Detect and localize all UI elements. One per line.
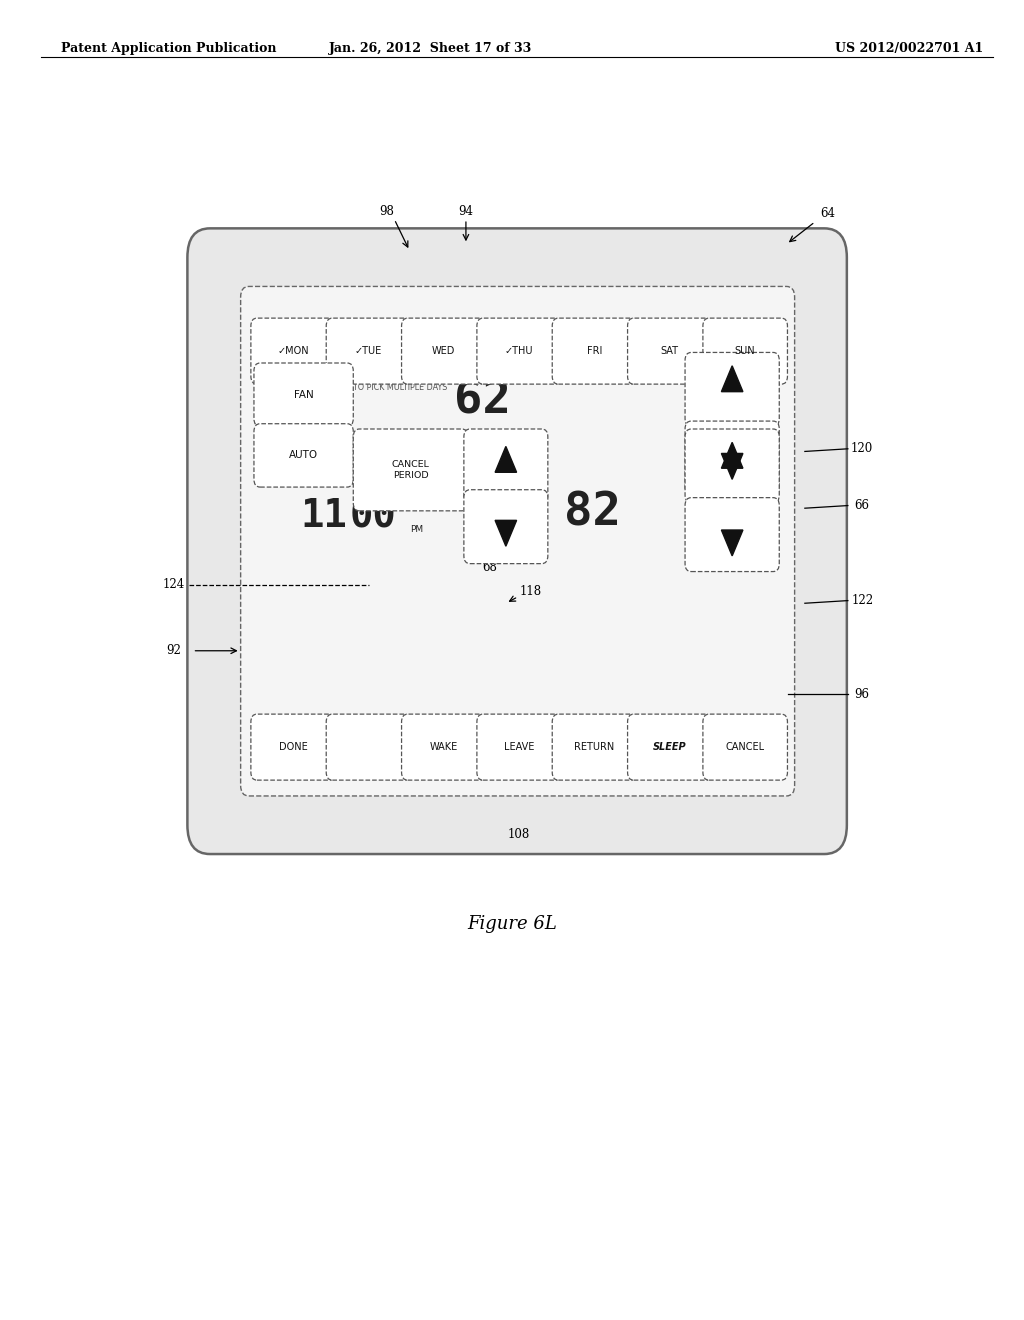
Text: 64: 64 <box>820 207 835 220</box>
Text: CANCEL: CANCEL <box>726 742 765 752</box>
Text: 82: 82 <box>564 491 622 536</box>
Text: FRI: FRI <box>587 346 602 356</box>
FancyBboxPatch shape <box>464 429 548 503</box>
FancyBboxPatch shape <box>187 228 847 854</box>
Text: DONE: DONE <box>279 742 307 752</box>
Text: 62: 62 <box>454 379 511 424</box>
Text: ✓TUE: ✓TUE <box>355 346 382 356</box>
Text: WAKE: WAKE <box>430 742 458 752</box>
Text: ✓THU: ✓THU <box>505 346 534 356</box>
FancyBboxPatch shape <box>477 318 561 384</box>
FancyBboxPatch shape <box>628 714 712 780</box>
Text: US 2012/0022701 A1: US 2012/0022701 A1 <box>835 42 983 55</box>
Polygon shape <box>722 531 743 556</box>
Text: COOL: COOL <box>720 477 744 486</box>
Text: 00: 00 <box>349 498 396 535</box>
Text: 118: 118 <box>519 585 542 598</box>
Polygon shape <box>722 442 743 469</box>
Text: RETURN: RETURN <box>574 742 614 752</box>
FancyBboxPatch shape <box>685 498 779 572</box>
FancyBboxPatch shape <box>401 318 486 384</box>
FancyBboxPatch shape <box>251 318 336 384</box>
FancyBboxPatch shape <box>353 429 468 511</box>
Text: WED: WED <box>432 346 456 356</box>
FancyBboxPatch shape <box>327 714 411 780</box>
Text: CANCEL
PERIOD: CANCEL PERIOD <box>392 461 429 479</box>
Polygon shape <box>722 366 743 392</box>
FancyBboxPatch shape <box>702 714 787 780</box>
FancyBboxPatch shape <box>477 714 561 780</box>
Text: LEAVE: LEAVE <box>504 742 535 752</box>
Text: 108: 108 <box>508 828 530 841</box>
FancyBboxPatch shape <box>628 318 712 384</box>
FancyBboxPatch shape <box>241 286 795 796</box>
FancyBboxPatch shape <box>464 490 548 564</box>
Text: 98: 98 <box>380 205 394 218</box>
Text: 11: 11 <box>300 498 347 535</box>
Polygon shape <box>496 520 516 546</box>
Text: Figure 6L: Figure 6L <box>467 915 557 933</box>
FancyBboxPatch shape <box>685 352 779 426</box>
Text: SUN: SUN <box>735 346 756 356</box>
Text: 68: 68 <box>482 561 497 574</box>
Text: 92: 92 <box>167 644 181 657</box>
FancyBboxPatch shape <box>702 318 787 384</box>
Text: FAN: FAN <box>294 389 313 400</box>
FancyBboxPatch shape <box>254 363 353 426</box>
FancyBboxPatch shape <box>327 318 411 384</box>
FancyBboxPatch shape <box>251 714 336 780</box>
Polygon shape <box>722 454 743 479</box>
FancyBboxPatch shape <box>685 429 779 503</box>
Text: Jan. 26, 2012  Sheet 17 of 33: Jan. 26, 2012 Sheet 17 of 33 <box>329 42 531 55</box>
Text: 66: 66 <box>855 499 869 512</box>
FancyBboxPatch shape <box>254 424 353 487</box>
Polygon shape <box>496 446 516 473</box>
FancyBboxPatch shape <box>685 421 779 495</box>
FancyBboxPatch shape <box>552 318 637 384</box>
Text: AUTO: AUTO <box>289 450 318 461</box>
Text: SLEEP: SLEEP <box>653 742 687 752</box>
Text: 96: 96 <box>855 688 869 701</box>
Text: ✓MON: ✓MON <box>278 346 309 356</box>
Text: SAT: SAT <box>660 346 679 356</box>
Text: HEAT: HEAT <box>721 400 743 409</box>
FancyBboxPatch shape <box>401 714 486 780</box>
Text: PM: PM <box>411 525 424 533</box>
Text: 124: 124 <box>163 578 185 591</box>
Text: 120: 120 <box>851 442 873 455</box>
FancyBboxPatch shape <box>552 714 637 780</box>
Text: OK TO PICK MULTIPLE DAYS: OK TO PICK MULTIPLE DAYS <box>339 383 447 392</box>
Text: 122: 122 <box>851 594 873 607</box>
Text: 94: 94 <box>459 205 473 218</box>
Text: Patent Application Publication: Patent Application Publication <box>61 42 276 55</box>
